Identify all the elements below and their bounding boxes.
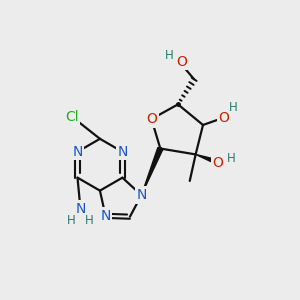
Text: N: N: [75, 202, 85, 216]
Text: O: O: [146, 112, 157, 126]
Text: H: H: [226, 152, 235, 165]
Text: Cl: Cl: [65, 110, 79, 124]
Text: H: H: [229, 101, 238, 114]
Text: O: O: [212, 156, 223, 170]
Text: N: N: [72, 145, 83, 159]
Polygon shape: [196, 154, 221, 166]
Polygon shape: [141, 148, 163, 195]
Text: O: O: [176, 55, 187, 69]
Text: N: N: [136, 188, 147, 202]
Text: H: H: [165, 49, 174, 62]
Text: O: O: [218, 111, 229, 124]
Text: H: H: [85, 214, 94, 227]
Text: N: N: [100, 209, 111, 223]
Text: H: H: [67, 214, 76, 227]
Text: N: N: [117, 145, 128, 159]
